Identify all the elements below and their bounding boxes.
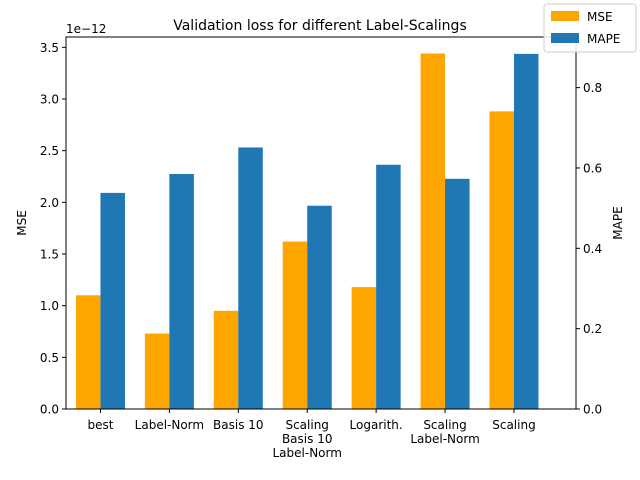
- right-tick-label: 0.4: [583, 242, 602, 256]
- left-tick-label: 3.0: [40, 93, 59, 107]
- x-tick-label: Label-Norm: [135, 418, 204, 432]
- x-tick-label: Scaling Basis 10 Label-Norm: [272, 418, 341, 460]
- bar-mape-0: [100, 192, 125, 409]
- x-tick-label: Basis 10: [213, 418, 264, 432]
- right-y-axis: 0.0 0.2 0.4 0.6 0.8: [576, 81, 602, 417]
- bar-mape-5: [445, 178, 470, 409]
- plot-frame: [65, 36, 577, 410]
- right-tick-label: 0.8: [583, 81, 602, 95]
- left-tick-label: 0.0: [40, 403, 59, 417]
- x-axis: best Label-Norm Basis 10 Scaling Basis 10 Lab…: [87, 409, 536, 460]
- x-tick-label: best: [87, 418, 113, 432]
- right-tick-label: 0.2: [583, 322, 602, 336]
- bar-mse-4: [351, 287, 377, 409]
- bar-mse-2: [213, 310, 239, 409]
- bar-mse-6: [489, 111, 514, 410]
- legend-label-mse: MSE: [587, 10, 613, 24]
- bar-mape-1: [169, 173, 194, 409]
- left-y-axis: 0.0 0.5 1.0 1.5 2.0 2.5 3.0 3.5: [40, 41, 66, 417]
- bar-mape-6: [513, 53, 539, 410]
- right-tick-label: 0.6: [583, 161, 602, 175]
- left-tick-label: 1.5: [40, 248, 59, 262]
- left-tick-label: 0.5: [40, 351, 59, 365]
- left-tick-label: 3.5: [40, 41, 59, 55]
- legend-swatch-mape: [551, 33, 579, 43]
- x-tick-label: Logarith.: [350, 418, 403, 432]
- chart-title: Validation loss for different Label-Scal…: [173, 18, 467, 34]
- bar-mse-0: [75, 295, 101, 409]
- x-tick-label: Scaling Label-Norm: [410, 418, 479, 446]
- left-tick-label: 2.5: [40, 144, 59, 158]
- legend: MSE MAPE: [543, 3, 637, 53]
- bar-mse-5: [420, 53, 446, 409]
- bar-mape-2: [238, 147, 263, 410]
- right-tick-label: 0.0: [583, 403, 602, 417]
- bar-mse-3: [282, 241, 308, 409]
- legend-swatch-mse: [551, 11, 579, 21]
- left-y-axis-label: MSE: [15, 210, 29, 236]
- bars: [75, 53, 539, 410]
- left-axis-offset-text: 1e−12: [66, 22, 106, 36]
- legend-label-mape: MAPE: [587, 32, 620, 46]
- bar-mse-1: [144, 333, 170, 409]
- bar-mape-4: [376, 164, 401, 409]
- left-tick-label: 2.0: [40, 196, 59, 210]
- bar-mape-3: [307, 205, 332, 409]
- x-tick-label: Scaling: [492, 418, 535, 432]
- right-y-axis-label: MAPE: [611, 206, 625, 239]
- left-tick-label: 1.0: [40, 299, 59, 313]
